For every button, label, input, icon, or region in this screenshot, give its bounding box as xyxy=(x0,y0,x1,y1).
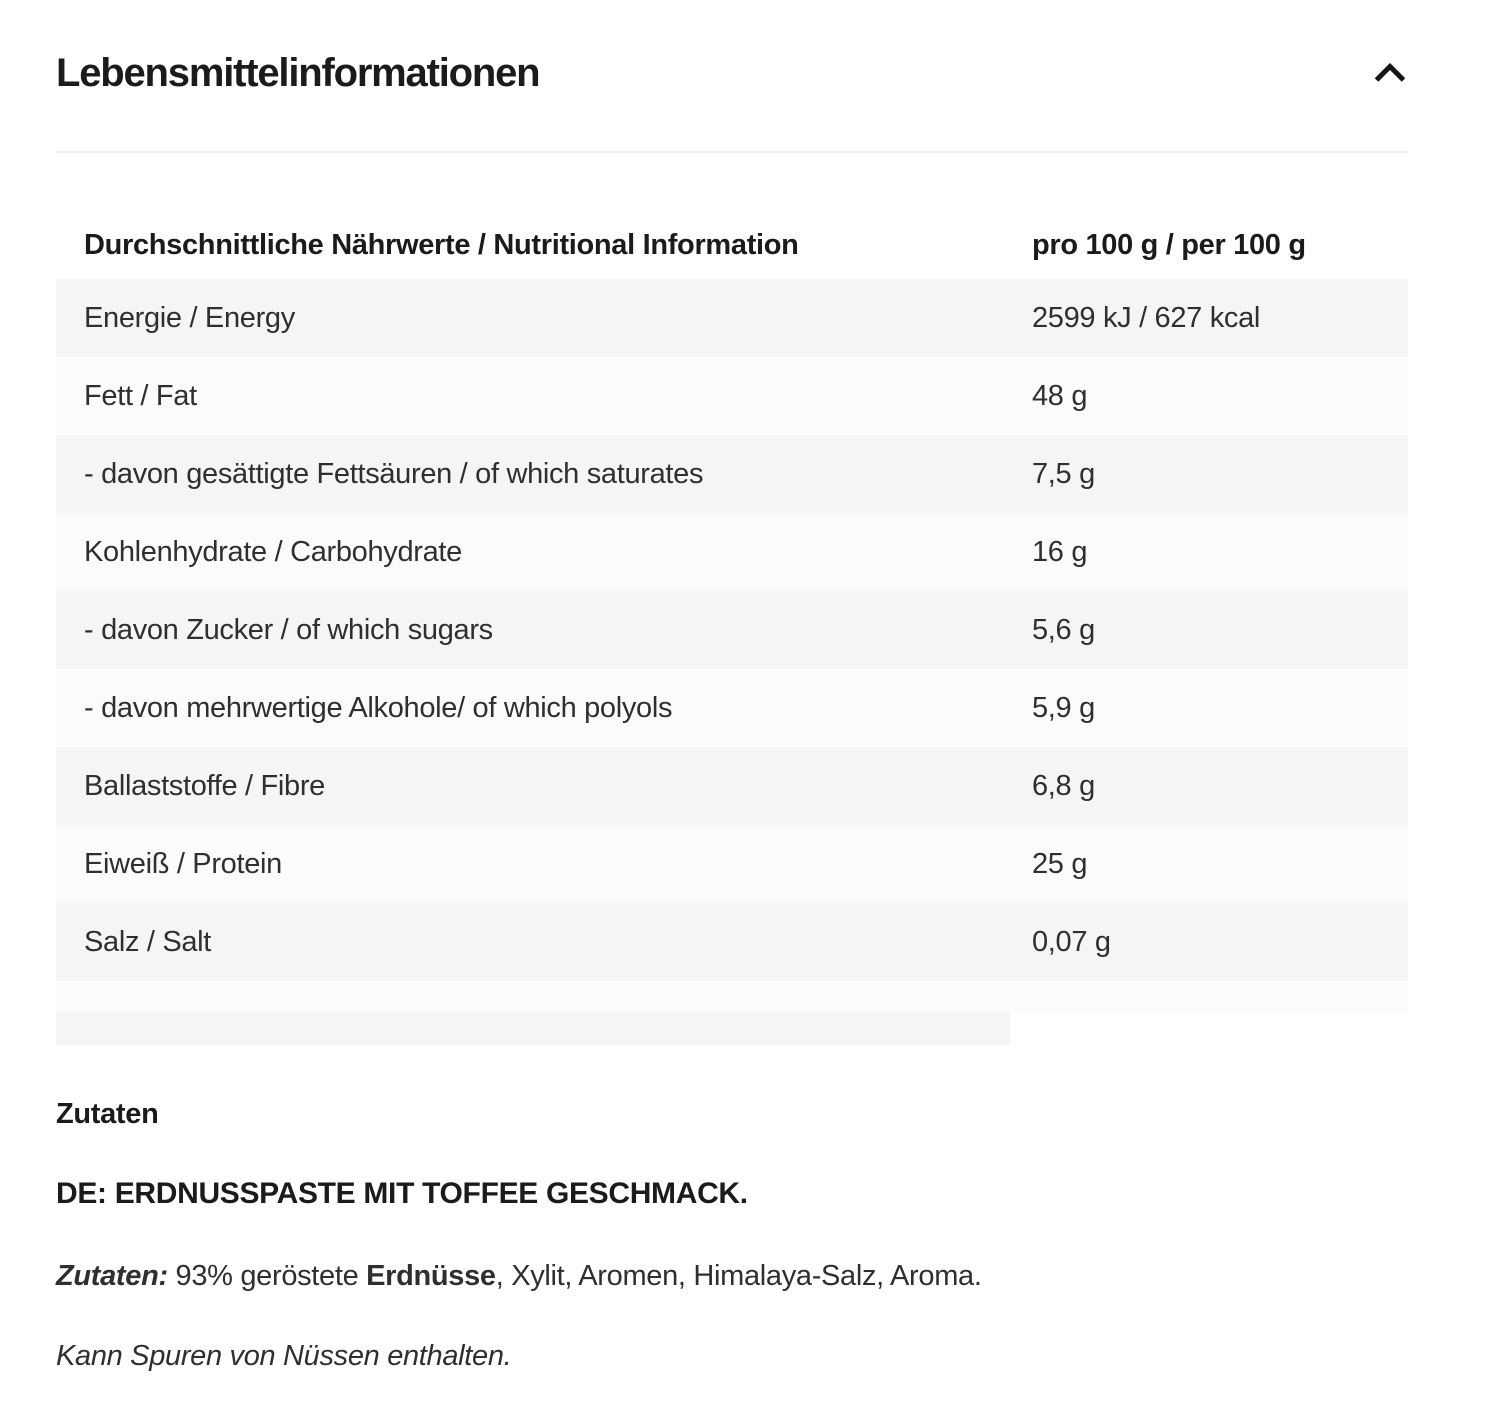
ingredients-list: Zutaten: 93% geröstete Erdnüsse, Xylit, … xyxy=(56,1259,1408,1293)
nutrition-label: Ballaststoffe / Fibre xyxy=(84,769,325,802)
nutrition-label: Energie / Energy xyxy=(84,301,295,334)
nutrition-label: - davon gesättigte Fettsäuren / of which… xyxy=(84,457,704,490)
nutrition-label: - davon mehrwertige Alkohole/ of which p… xyxy=(84,691,673,724)
nutrition-value: 6,8 g xyxy=(1032,769,1095,802)
nutrition-label: Salz / Salt xyxy=(84,925,212,958)
nutrition-row-fat: Fett / Fat 48 g xyxy=(56,357,1408,435)
nutrition-table: Durchschnittliche Nährwerte / Nutritiona… xyxy=(56,212,1408,1045)
ingredients-allergen-bold: Erdnüsse xyxy=(366,1260,496,1292)
section-title: Lebensmittelinformationen xyxy=(56,51,541,95)
nutrition-row-sugars: - davon Zucker / of which sugars 5,6 g xyxy=(56,591,1408,669)
allergen-note: Kann Spuren von Nüssen enthalten. xyxy=(56,1340,512,1372)
nutrition-value: 5,9 g xyxy=(1032,691,1095,724)
nutrition-label: Fett / Fat xyxy=(84,379,197,412)
nutrition-value: 7,5 g xyxy=(1032,457,1095,490)
nutrition-label: Eiweiß / Protein xyxy=(84,847,282,880)
nutrition-value: 2599 kJ / 627 kcal xyxy=(1032,301,1260,334)
nutrition-row-salt: Salz / Salt 0,07 g xyxy=(56,903,1408,981)
section-divider xyxy=(56,151,1408,153)
nutrition-value: 25 g xyxy=(1032,847,1088,880)
ingredients-heading: Zutaten xyxy=(56,1098,159,1130)
ingredients-list-text: 93% geröstete xyxy=(167,1260,367,1292)
nutrition-table-header-row: Durchschnittliche Nährwerte / Nutritiona… xyxy=(56,212,1408,279)
nutrition-row-energy: Energie / Energy 2599 kJ / 627 kcal xyxy=(56,279,1408,357)
nutrition-value: 16 g xyxy=(1032,535,1088,568)
empty-table-row xyxy=(56,981,1408,1013)
nutrition-row-fibre: Ballaststoffe / Fibre 6,8 g xyxy=(56,747,1408,825)
nutrition-row-saturates: - davon gesättigte Fettsäuren / of which… xyxy=(56,435,1408,513)
chevron-up-icon xyxy=(1374,63,1406,82)
nutrition-value: 5,6 g xyxy=(1032,613,1095,646)
nutrition-table-header-label: Durchschnittliche Nährwerte / Nutritiona… xyxy=(84,229,799,261)
nutrition-row-protein: Eiweiß / Protein 25 g xyxy=(56,825,1408,903)
collapse-button[interactable] xyxy=(1374,63,1406,83)
nutrition-value: 48 g xyxy=(1032,379,1088,412)
ingredients-list-rest: , Xylit, Aromen, Himalaya-Salz, Aroma. xyxy=(495,1260,982,1292)
ingredients-block: Zutaten DE: ERDNUSSPASTE MIT TOFFEE GESC… xyxy=(56,1097,1408,1373)
nutrition-label: - davon Zucker / of which sugars xyxy=(84,613,493,646)
partial-table-row-remnant xyxy=(56,1013,1010,1045)
nutrition-row-polyols: - davon mehrwertige Alkohole/ of which p… xyxy=(56,669,1408,747)
nutrition-label: Kohlenhydrate / Carbohydrate xyxy=(84,535,462,568)
nutrition-value: 0,07 g xyxy=(1032,925,1111,958)
ingredients-list-label: Zutaten: xyxy=(56,1260,168,1292)
nutrition-row-carbohydrate: Kohlenhydrate / Carbohydrate 16 g xyxy=(56,513,1408,591)
product-description: DE: ERDNUSSPASTE MIT TOFFEE GESCHMACK. xyxy=(56,1177,748,1210)
food-information-accordion-header[interactable]: Lebensmittelinformationen xyxy=(56,0,1408,96)
nutrition-table-header-unit: pro 100 g / per 100 g xyxy=(1032,229,1306,261)
